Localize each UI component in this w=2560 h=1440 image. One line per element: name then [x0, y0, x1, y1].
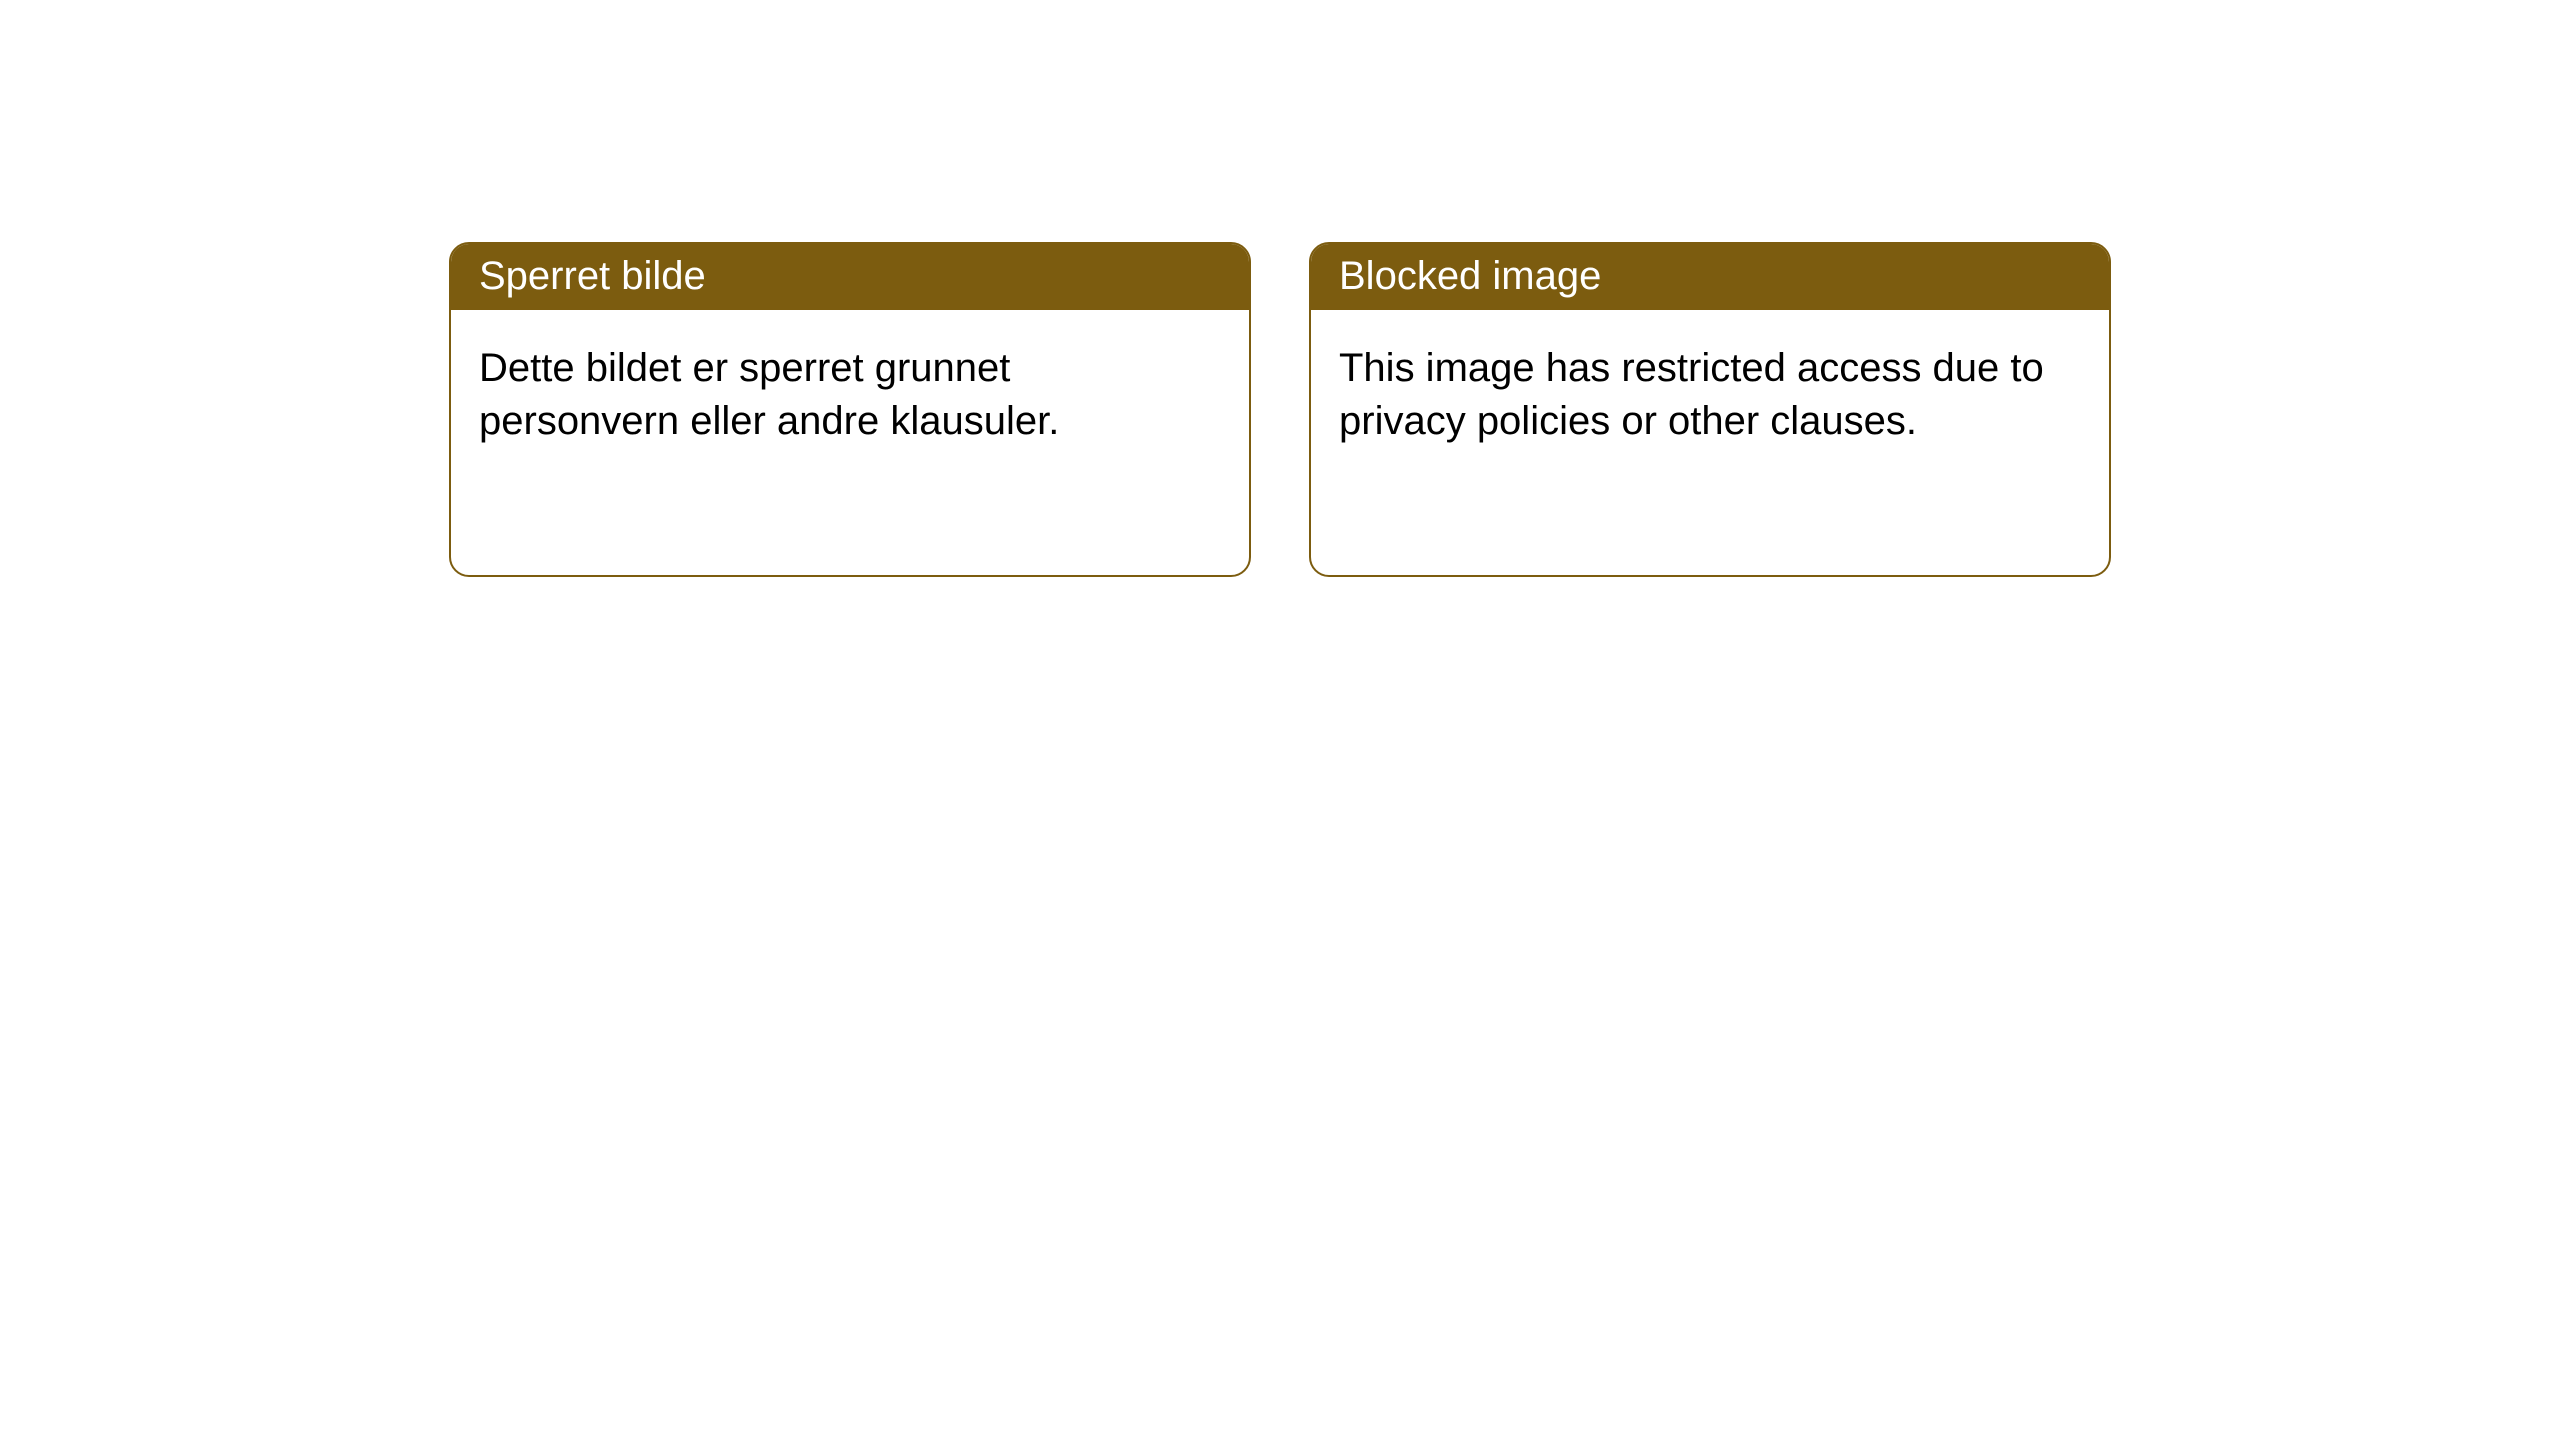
- blocked-image-card-english: Blocked image This image has restricted …: [1309, 242, 2111, 577]
- card-title: Sperret bilde: [451, 244, 1249, 310]
- card-body-text: Dette bildet er sperret grunnet personve…: [451, 310, 1249, 480]
- card-body-text: This image has restricted access due to …: [1311, 310, 2109, 480]
- card-title: Blocked image: [1311, 244, 2109, 310]
- notice-card-container: Sperret bilde Dette bildet er sperret gr…: [0, 0, 2560, 577]
- blocked-image-card-norwegian: Sperret bilde Dette bildet er sperret gr…: [449, 242, 1251, 577]
